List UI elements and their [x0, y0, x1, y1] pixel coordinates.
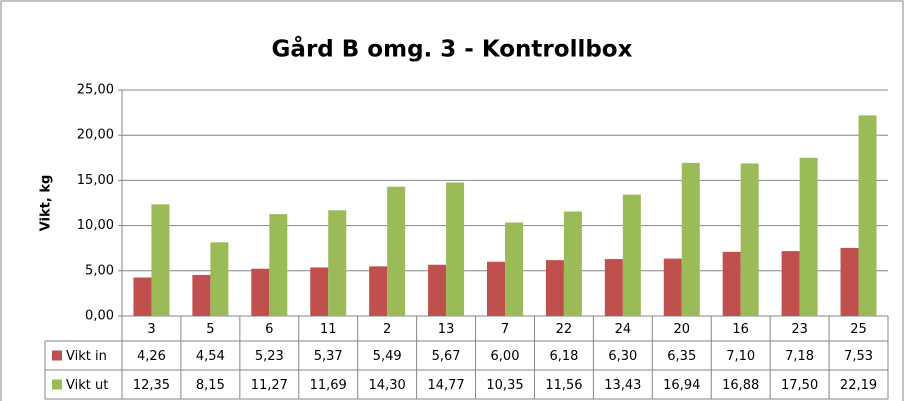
bar [663, 258, 682, 316]
bar [487, 261, 505, 316]
bar [192, 274, 211, 316]
table-cell: 16,94 [663, 378, 700, 393]
table-cell: 22,19 [840, 378, 877, 393]
y-tick-label: 5,00 [85, 263, 114, 278]
table-cell: 11,27 [251, 378, 288, 393]
table-cell: 6,30 [608, 349, 637, 364]
x-tick-label: 2 [383, 322, 391, 337]
x-tick-label: 11 [320, 322, 337, 337]
x-tick-label: 16 [732, 322, 749, 337]
x-tick-label: 6 [265, 322, 273, 337]
table-cell: 13,43 [604, 378, 641, 393]
legend-key [52, 379, 62, 390]
bar [858, 115, 877, 316]
bar [310, 267, 329, 316]
bar [133, 277, 152, 316]
bar [545, 260, 564, 316]
bar [622, 194, 641, 316]
table-cell: 4,26 [137, 349, 166, 364]
table-cell: 14,30 [369, 378, 406, 393]
y-tick-label: 0,00 [85, 309, 114, 324]
legend-label: Vikt in [66, 349, 107, 364]
bar [604, 259, 623, 316]
table-cell: 11,56 [545, 378, 582, 393]
bar [387, 186, 406, 316]
x-tick-label: 23 [791, 322, 808, 337]
table-cell: 6,00 [491, 349, 520, 364]
table-cell: 7,53 [844, 349, 873, 364]
x-tick-label: 22 [556, 322, 573, 337]
y-tick-label: 10,00 [77, 218, 114, 233]
table-cell: 4,54 [196, 349, 225, 364]
bar [681, 162, 700, 316]
y-tick-label: 25,00 [77, 83, 114, 98]
bar [505, 222, 523, 316]
table-cell: 5,37 [314, 349, 343, 364]
x-tick-label: 24 [615, 322, 632, 337]
table-cell: 6,35 [667, 349, 696, 364]
bar [328, 210, 347, 316]
x-tick-label: 3 [147, 322, 155, 337]
bar [740, 163, 759, 316]
bar [722, 251, 741, 316]
bar [840, 247, 859, 316]
x-tick-label: 5 [206, 322, 214, 337]
table-cell: 12,35 [133, 378, 170, 393]
bar [251, 268, 270, 316]
table-cell: 7,18 [785, 349, 814, 364]
table-cell: 5,23 [255, 349, 284, 364]
legend-label: Vikt ut [66, 378, 108, 393]
x-tick-label: 13 [438, 322, 455, 337]
bar [799, 157, 818, 316]
table-cell: 14,77 [427, 378, 464, 393]
table-cell: 5,67 [432, 349, 461, 364]
table-cell: 10,35 [486, 378, 523, 393]
table-cell: 7,10 [726, 349, 755, 364]
y-tick-label: 20,00 [77, 128, 114, 143]
x-tick-label: 20 [673, 322, 690, 337]
bar [369, 266, 388, 316]
bar [563, 211, 582, 316]
table-cell: 6,18 [549, 349, 578, 364]
bar [210, 242, 229, 316]
bar [446, 182, 465, 316]
y-axis-label: Vikt, kg [39, 175, 54, 232]
x-tick-label: 25 [850, 322, 867, 337]
bar [269, 214, 288, 316]
table-cell: 8,15 [196, 378, 225, 393]
legend-key [52, 350, 62, 361]
table-cell: 5,49 [373, 349, 402, 364]
table-cell: 17,50 [781, 378, 818, 393]
table-cell: 11,69 [310, 378, 347, 393]
chart-title: Gård B omg. 3 - Kontrollbox [272, 36, 633, 63]
y-tick-label: 15,00 [77, 173, 114, 188]
bar [428, 264, 447, 316]
bar [781, 251, 800, 316]
x-tick-label: 7 [501, 322, 509, 337]
table-cell: 16,88 [722, 378, 759, 393]
bar [151, 204, 170, 316]
